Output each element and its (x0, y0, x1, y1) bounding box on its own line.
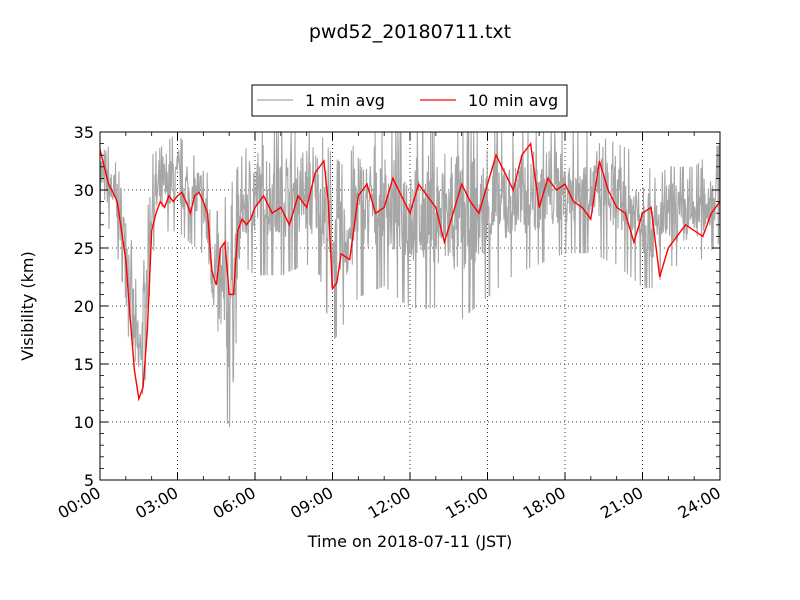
legend-label-1min: 1 min avg (305, 91, 385, 110)
y-tick-label: 20 (74, 297, 94, 316)
series-layer (100, 132, 720, 427)
x-tick-label: 03:00 (132, 483, 181, 523)
x-tick-label: 18:00 (520, 483, 569, 523)
series-1min-line (100, 132, 720, 427)
x-tick-label: 06:00 (210, 483, 259, 523)
legend: 1 min avg 10 min avg (251, 84, 568, 117)
chart-title: pwd52_20180711.txt (309, 21, 511, 43)
y-tick-label: 30 (74, 181, 94, 200)
series-10min-line (100, 141, 720, 402)
legend-label-10min: 10 min avg (468, 91, 558, 110)
x-tick-label: 00:00 (55, 483, 104, 523)
y-tick-label: 10 (74, 413, 94, 432)
x-axis-label: Time on 2018-07-11 (JST) (307, 532, 512, 551)
x-tick-label: 15:00 (442, 483, 491, 523)
y-tick-label: 5 (84, 471, 94, 490)
x-tick-label: 09:00 (287, 483, 336, 523)
y-tick-label: 35 (74, 123, 94, 142)
x-tick-label: 21:00 (597, 483, 646, 523)
legend-box (251, 84, 568, 117)
y-axis-label: Visibility (km) (18, 251, 37, 360)
y-tick-label: 25 (74, 239, 94, 258)
y-tick-label: 15 (74, 355, 94, 374)
x-tick-label: 12:00 (365, 483, 414, 523)
x-tick-label: 24:00 (675, 483, 724, 523)
